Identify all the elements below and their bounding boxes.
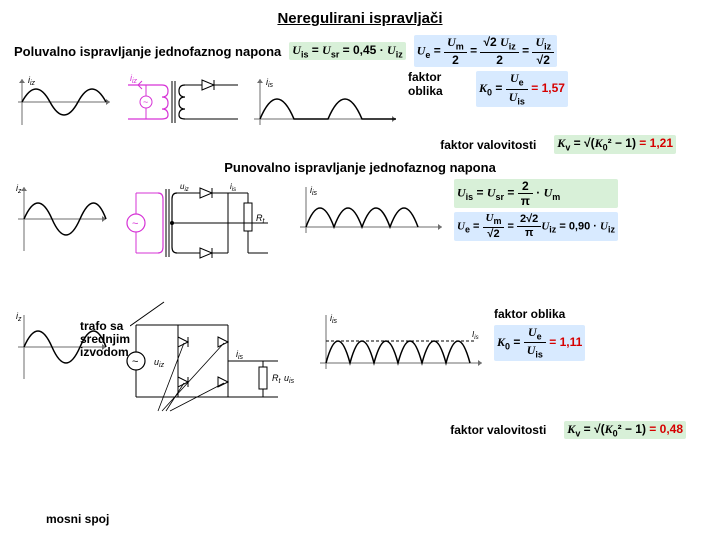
half-k0-formula: K0 = UeUis = 1,57 — [476, 71, 568, 107]
svg-text:uiz: uiz — [180, 182, 189, 193]
svg-text:iz: iz — [16, 183, 22, 195]
bridge-output-wave: iis Iis — [316, 307, 486, 377]
full-factor-shape-label: faktor oblika — [494, 307, 585, 321]
full-factor-ripple-label: faktor valovitosti — [450, 423, 546, 437]
svg-text:uis: uis — [284, 373, 295, 385]
svg-text:iiz: iiz — [130, 73, 138, 85]
half-factor-ripple-label: faktor valovitosti — [440, 138, 536, 152]
half-input-wave: iiz — [14, 71, 114, 133]
svg-text:iis: iis — [330, 313, 338, 325]
svg-text:iis: iis — [266, 77, 274, 89]
svg-text:iis: iis — [236, 349, 244, 361]
page-title: Neregulirani ispravljači — [14, 10, 706, 27]
half-wave-heading: Poluvalno ispravljanje jednofaznog napon… — [14, 44, 281, 59]
svg-text:iis: iis — [310, 185, 318, 197]
half-formula-uis: Uis = Usr = 0,45 · Uiz — [289, 42, 405, 60]
svg-text:Rt: Rt — [272, 373, 282, 385]
svg-text:iis: iis — [230, 182, 236, 193]
full-formula-ue: Ue = Um√2 = 2√2πUiz = 0,90 · Uiz — [454, 212, 618, 241]
svg-text:~: ~ — [143, 97, 148, 107]
svg-text:iz: iz — [16, 311, 22, 323]
full-centertap-circuit: ~ Rt uiz iis — [118, 179, 288, 269]
svg-text:iiz: iiz — [28, 75, 36, 87]
trafo-arrow — [130, 300, 180, 330]
half-output-wave: iis — [250, 71, 400, 133]
half-formula-ue: Ue = Um2 = √2 Uiz2 = Uiz√2 — [414, 35, 557, 67]
half-circuit: iiz ~ — [122, 71, 242, 133]
full-output-wave-1: iis — [296, 179, 446, 241]
full-wave-heading: Punovalno ispravljanje jednofaznog napon… — [14, 160, 706, 175]
full-input-wave: iz — [14, 179, 110, 259]
half-factor-shape-label: faktor oblika — [408, 71, 468, 97]
half-kv-formula: Kv = √(K0² − 1) = 1,21 — [554, 135, 676, 153]
full-formula-uis: Uis = Usr = 2π · Um — [454, 179, 618, 208]
full-k0-formula: K0 = UeUis = 1,11 — [494, 325, 585, 361]
full-kv-formula: Kv = √(K0² − 1) = 0,48 — [564, 421, 686, 439]
svg-text:~: ~ — [132, 218, 138, 230]
bridge-label: mosni spoj — [46, 512, 109, 526]
svg-text:Iis: Iis — [472, 330, 479, 341]
